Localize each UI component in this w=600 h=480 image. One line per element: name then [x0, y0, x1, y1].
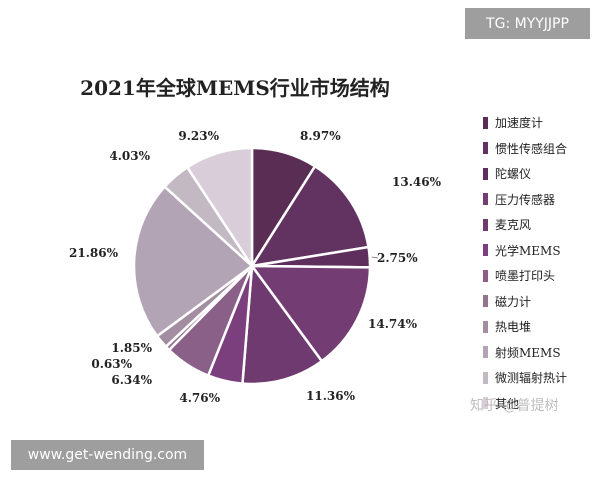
- legend-item: 光学MEMS: [483, 238, 567, 264]
- slice-percent-label: 9.23%: [178, 129, 219, 143]
- legend-item: 惯性传感组合: [483, 136, 567, 162]
- legend-label: 热电堆: [495, 320, 532, 335]
- legend-item: 热电堆: [483, 314, 567, 340]
- legend-swatch: [483, 295, 488, 308]
- legend-label: 喷墨打印头: [495, 269, 556, 284]
- pie-slice: [185, 146, 254, 271]
- watermark-zhihu: 知乎 @普提树: [470, 398, 559, 414]
- watermark-tg: TG: MYYJJPP: [465, 8, 590, 39]
- legend-label: 射频MEMS: [495, 345, 561, 360]
- legend-item: 麦克风: [483, 212, 567, 238]
- legend-label: 压力传感器: [495, 192, 556, 207]
- slice-percent-label: 13.46%: [392, 175, 442, 189]
- legend-swatch: [483, 320, 488, 333]
- legend-item: 加速度计: [483, 110, 567, 136]
- legend-item: 陀螺仪: [483, 161, 567, 187]
- chart-legend: 加速度计惯性传感组合 陀螺仪压力传感器麦克风光学MEMS 喷墨打印头磁力计热电堆射频…: [483, 110, 567, 416]
- chart-title: 2021年全球MEMS行业市场结构: [80, 76, 390, 100]
- legend-swatch: [483, 142, 488, 155]
- slice-percent-label: 8.97%: [300, 129, 341, 143]
- watermark-url: www.get-wending.com: [11, 440, 204, 470]
- legend-item: 压力传感器: [483, 187, 567, 213]
- legend-label: 光学MEMS: [495, 243, 561, 258]
- legend-swatch: [483, 167, 488, 180]
- legend-item: 射频MEMS: [483, 340, 567, 366]
- legend-label: 加速度计: [495, 116, 544, 131]
- legend-swatch: [483, 346, 488, 359]
- legend-swatch: [483, 371, 488, 384]
- legend-swatch: [483, 116, 488, 129]
- legend-item: 喷墨打印头: [483, 263, 567, 289]
- legend-item: 其他: [483, 391, 567, 417]
- legend-swatch: [483, 218, 488, 231]
- pie-slice: [241, 262, 324, 386]
- pie-slice: [132, 184, 254, 338]
- legend-swatch: [483, 244, 488, 257]
- pie-slice: [249, 264, 372, 363]
- pie-slice: [249, 164, 370, 268]
- slice-percent-label: 14.74%: [368, 317, 418, 331]
- slice-percent-label: 1.85%: [111, 341, 152, 355]
- slice-percent-label: 2.75%: [377, 251, 418, 265]
- slice-percent-label: 11.36%: [306, 389, 356, 403]
- legend-label: 微测辐射热计: [495, 371, 568, 386]
- legend-item: 微测辐射热计: [483, 365, 567, 391]
- slice-percent-label: 4.76%: [179, 391, 220, 405]
- legend-label: 其他: [495, 396, 520, 411]
- legend-item: 磁力计: [483, 289, 567, 315]
- legend-label: 麦克风: [495, 218, 532, 233]
- slice-percent-label: 21.86%: [69, 246, 119, 260]
- slice-percent-label: 0.63%: [91, 357, 132, 371]
- legend-swatch: [483, 397, 488, 410]
- legend-label: 陀螺仪: [495, 167, 532, 182]
- legend-swatch: [483, 269, 488, 282]
- legend-label: 惯性传感组合: [495, 141, 568, 156]
- slice-percent-label: 6.34%: [111, 373, 152, 387]
- legend-swatch: [483, 193, 488, 206]
- leader-line: [371, 256, 379, 259]
- legend-label: 磁力计: [495, 294, 532, 309]
- slice-percent-label: 4.03%: [109, 149, 150, 163]
